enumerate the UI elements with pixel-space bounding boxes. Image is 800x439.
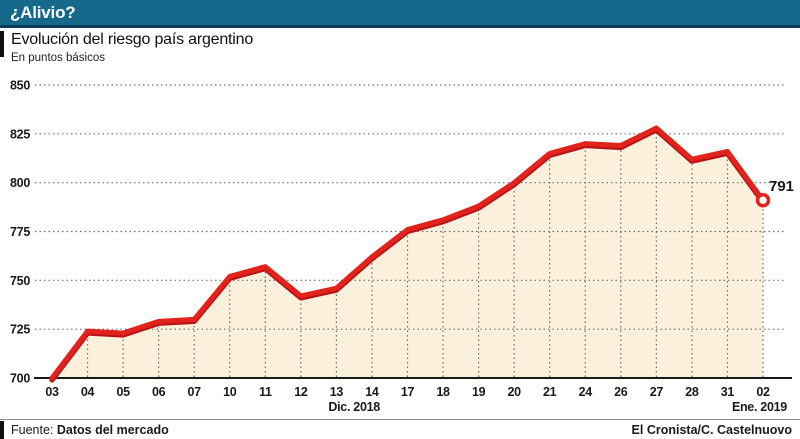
end-value-label: 791 [769, 178, 794, 195]
footer-divider [0, 419, 800, 420]
x-tick-label: 12 [294, 385, 308, 399]
x-tick-label: 02 [756, 385, 770, 399]
x-tick-label: 27 [650, 385, 664, 399]
source-note: Fuente: Datos del mercado [11, 423, 169, 437]
x-tick-label: 04 [81, 385, 95, 399]
x-tick-label: 18 [436, 385, 450, 399]
x-tick-label: 10 [223, 385, 237, 399]
series-line [49, 125, 766, 381]
x-tick-label: 17 [401, 385, 415, 399]
source-label: Fuente: [11, 423, 54, 437]
source-value: Datos del mercado [56, 423, 169, 437]
x-tick-label: 26 [614, 385, 628, 399]
x-tick-label: 24 [579, 385, 593, 399]
x-tick-label: 14 [365, 385, 379, 399]
risk-line-chart: 700 725 750 775 800 825 850 791 03 04 05 06 07 10 11 12… [10, 79, 794, 415]
x-tick-label: 13 [330, 385, 344, 399]
x-tick-label: 07 [188, 385, 202, 399]
x-tick-label: 28 [685, 385, 699, 399]
end-point-marker [755, 192, 771, 208]
x-tick-label: 11 [259, 385, 272, 399]
y-tick-label: 750 [10, 274, 30, 288]
y-tick-label: 725 [10, 323, 30, 337]
chart-title: Evolución del riesgo país argentino [11, 31, 254, 48]
x-tick-label: 19 [472, 385, 486, 399]
header-bar: ¿Alivio? [0, 0, 800, 28]
y-tick-label: 800 [10, 176, 30, 190]
page-title: ¿Alivio? [10, 3, 76, 22]
x-tick-label: 31 [721, 385, 735, 399]
x-tick-label: 21 [543, 385, 557, 399]
y-tick-label: 700 [10, 372, 30, 386]
title-kicker-bar [0, 31, 4, 57]
footer-kicker-bar [0, 421, 4, 439]
period-label: Dic. 2018 [328, 400, 380, 414]
x-tick-label: 20 [507, 385, 521, 399]
x-tick-label: 03 [45, 385, 59, 399]
chart-subtitle: En puntos básicos [11, 52, 105, 64]
credit-note: El Cronista/C. Castelnuovo [631, 423, 792, 437]
y-tick-label: 850 [10, 79, 30, 93]
x-tick-label: 05 [116, 385, 130, 399]
area-fill [52, 127, 763, 379]
y-tick-label: 825 [10, 127, 30, 141]
period-label: Ene. 2019 [732, 400, 787, 414]
x-tick-label: 06 [152, 385, 166, 399]
y-tick-label: 775 [10, 225, 30, 239]
